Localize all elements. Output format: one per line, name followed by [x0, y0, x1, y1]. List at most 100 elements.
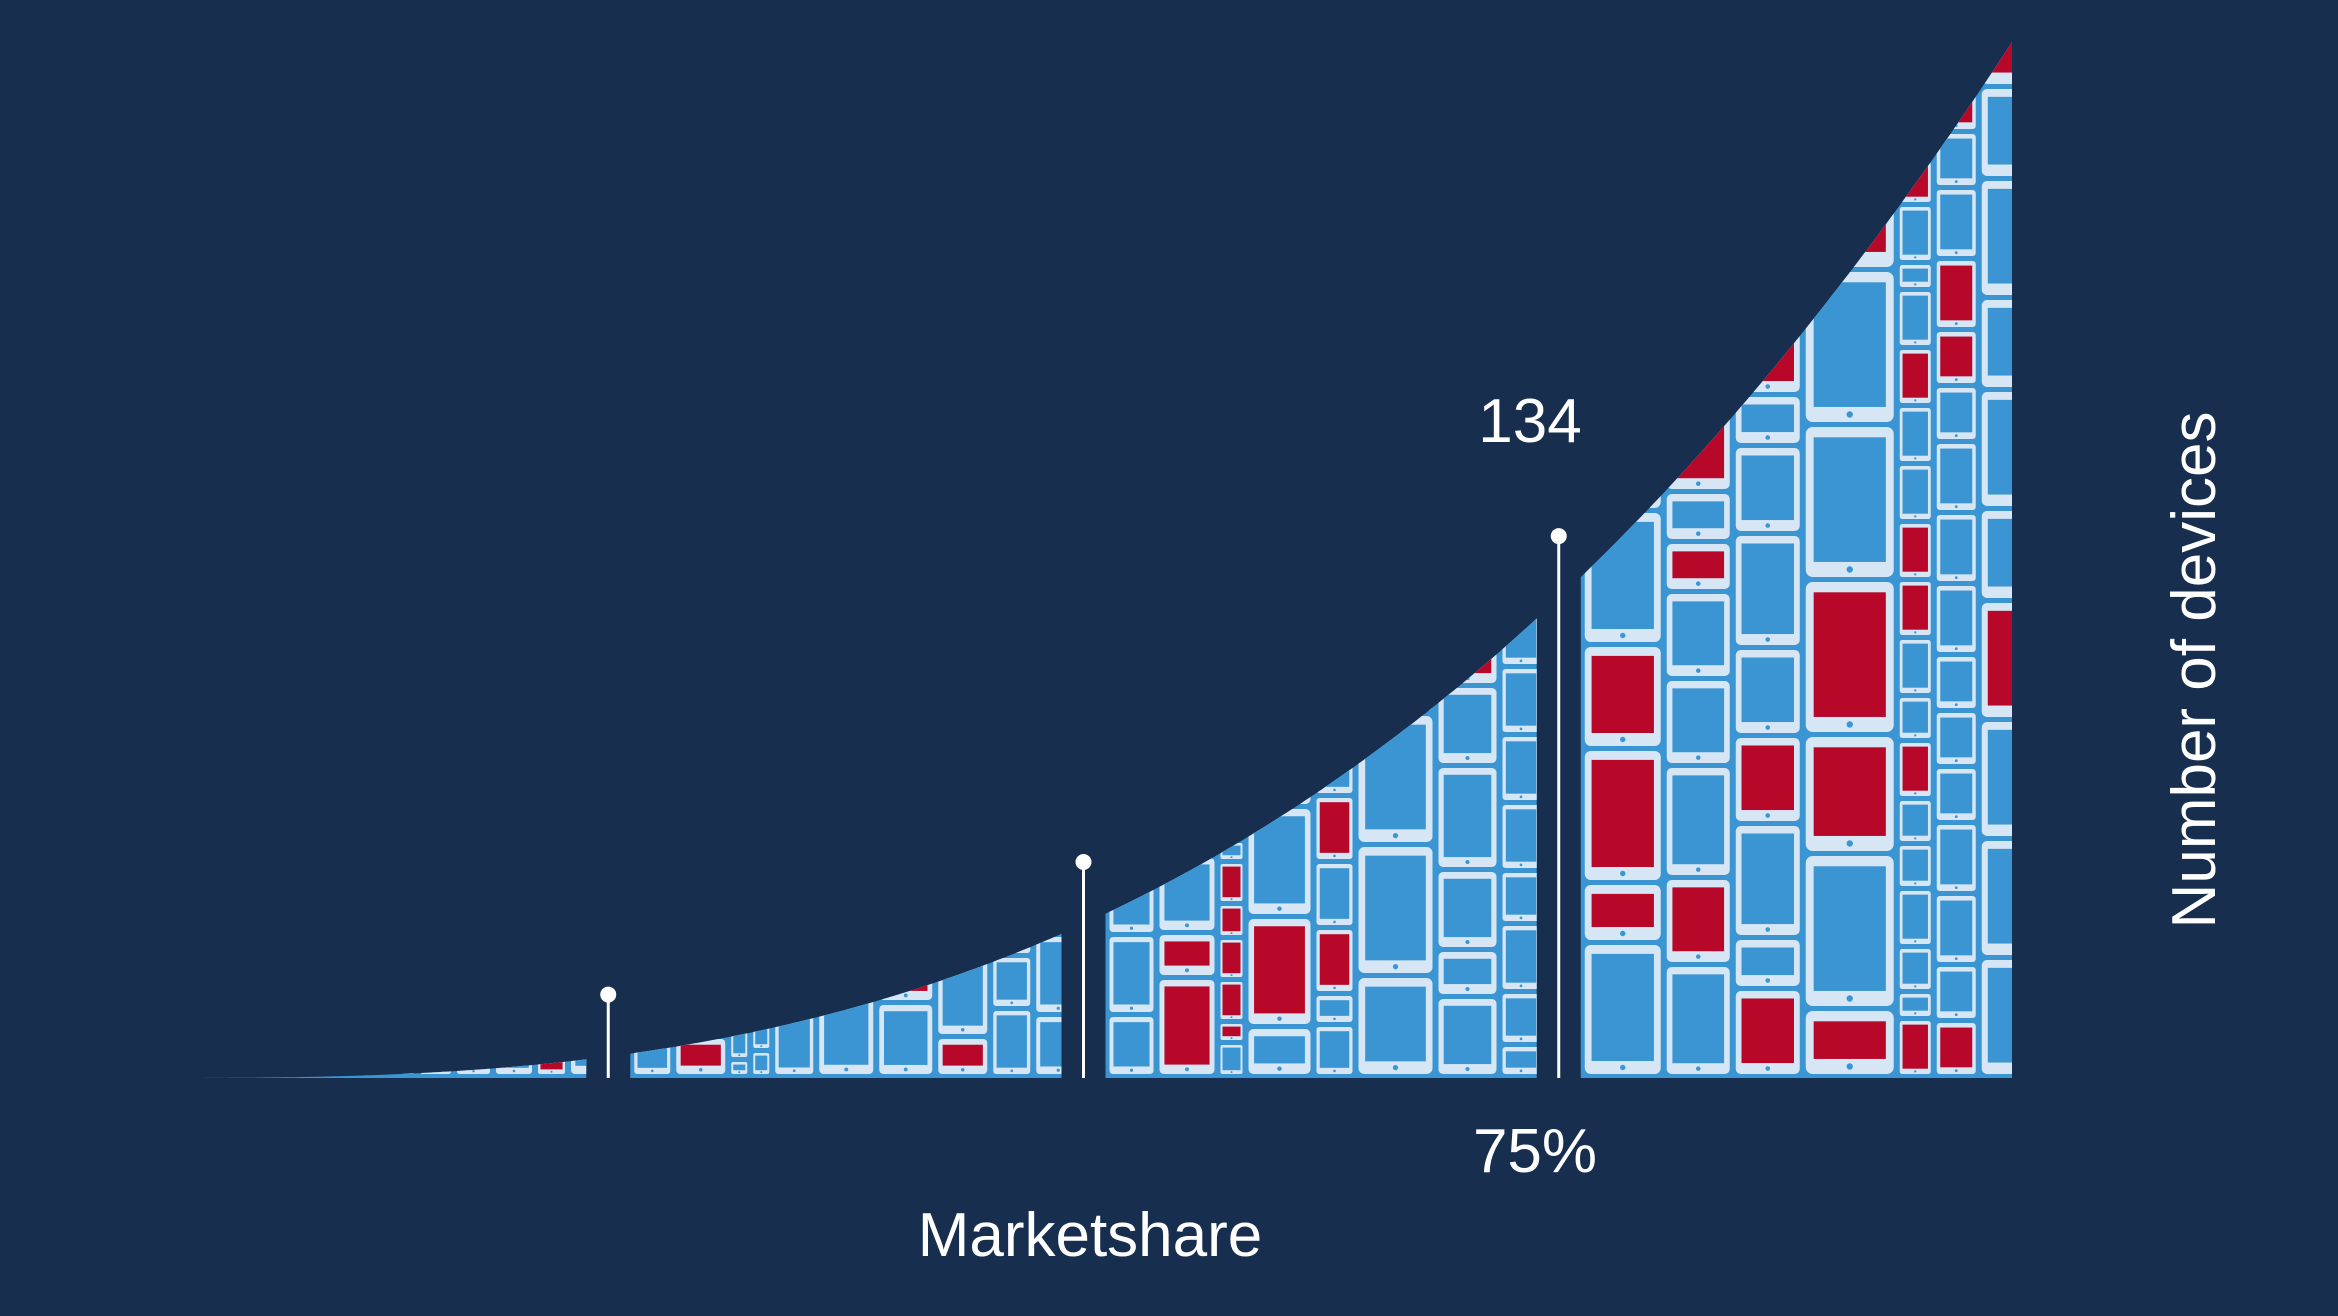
tablet-icon — [819, 938, 874, 977]
phone-icon — [420, 1021, 451, 1074]
tablet-icon — [296, 1026, 333, 1074]
phone-icon — [938, 951, 988, 1034]
tablet-icon — [1666, 594, 1730, 676]
phone-icon — [1316, 798, 1353, 859]
tablet-icon — [1584, 885, 1661, 940]
phone-icon — [1316, 864, 1353, 925]
phone-icon — [1036, 937, 1081, 1012]
tablet-icon — [1502, 873, 1540, 921]
tablet-icon — [1899, 698, 1931, 738]
tablet-icon — [457, 983, 490, 1026]
phone-icon — [879, 910, 933, 1000]
phone-icon — [496, 947, 532, 1008]
phone-icon — [270, 1001, 290, 1035]
tablet-icon — [1899, 801, 1931, 841]
phone-icon — [775, 885, 814, 950]
tablet-icon — [993, 873, 1031, 900]
phone-icon — [201, 1021, 232, 1074]
phone-icon — [1899, 466, 1931, 519]
tablet-icon — [1584, 453, 1661, 508]
phone-icon — [373, 998, 387, 1022]
tablet-icon — [1899, 994, 1931, 1016]
phone-icon — [1936, 190, 1976, 256]
tablet-icon — [201, 976, 232, 1016]
tablet-icon — [1220, 822, 1243, 838]
tablet-icon — [879, 1005, 933, 1074]
phone-icon — [1248, 809, 1311, 914]
tablet-icon — [1981, 511, 2012, 598]
tablet-icon — [538, 1015, 565, 1034]
phone-icon — [634, 1013, 671, 1074]
phone-icon — [1316, 680, 1353, 741]
phone-icon — [1981, 722, 2012, 836]
phone-icon — [339, 973, 367, 1021]
phone-icon — [1936, 444, 1976, 510]
tablet-icon — [1316, 996, 1353, 1022]
tablet-icon — [753, 1053, 770, 1074]
tablet-icon — [1502, 994, 1540, 1042]
tablet-icon — [1666, 880, 1730, 962]
phone-icon — [1248, 699, 1311, 804]
phone-icon — [238, 991, 264, 1035]
tablet-icon — [1735, 991, 1800, 1074]
tablet-icon — [1936, 78, 1976, 129]
phone-icon — [339, 1026, 367, 1074]
area-fill — [155, 42, 2012, 1078]
phone-icon — [1220, 940, 1243, 977]
tablet-icon — [1899, 265, 1931, 287]
tablet-icon — [1036, 1017, 1081, 1074]
tablet-icon — [1438, 608, 1497, 683]
phone-icon — [1899, 77, 1931, 130]
tablet-icon — [1438, 952, 1497, 994]
phone-icon — [1316, 930, 1353, 991]
tablet-icon — [1899, 949, 1931, 989]
phone-icon — [1502, 669, 1540, 732]
phone-icon — [1220, 982, 1243, 1019]
tablet-icon — [1805, 1011, 1894, 1074]
tablet-icon — [1735, 940, 1800, 986]
tablet-icon — [938, 911, 988, 946]
phone-icon — [1109, 937, 1154, 1012]
phone-icon — [1109, 777, 1154, 852]
x-axis-label: Marketshare — [918, 1201, 1263, 1270]
phone-icon — [1936, 896, 1976, 962]
phone-icon — [1981, 603, 2012, 717]
phone-icon — [1899, 292, 1931, 345]
phone-icon — [1899, 524, 1931, 577]
phone-icon — [819, 982, 874, 1074]
tablet-icon — [1936, 967, 1976, 1018]
annotation-x-label: 75% — [1473, 1117, 1597, 1186]
tablet-icon — [775, 955, 814, 1004]
tablet-icon — [993, 905, 1031, 953]
phone-icon — [993, 1011, 1031, 1074]
tablet-icon — [1502, 569, 1540, 596]
phone-icon — [1981, 960, 2012, 1074]
tablet-icon — [1584, 647, 1661, 746]
tablet-icon — [1220, 1045, 1243, 1074]
phone-icon — [731, 966, 748, 993]
phone-icon — [1805, 856, 1894, 1006]
phone-icon — [1981, 42, 2012, 84]
phone-icon — [1584, 751, 1661, 880]
tablet-icon — [1981, 300, 2012, 387]
phone-icon — [1666, 768, 1730, 875]
phone-icon — [1735, 536, 1800, 645]
phone-icon — [731, 998, 748, 1025]
phone-icon — [1159, 980, 1215, 1074]
phone-icon — [270, 1040, 290, 1074]
tablet-icon — [1666, 494, 1730, 539]
tablet-icon — [1248, 1029, 1311, 1074]
phone-icon — [676, 951, 726, 1034]
tablet-icon — [159, 1041, 173, 1059]
phone-icon — [393, 997, 414, 1033]
tablet-icon — [676, 1039, 726, 1074]
phone-icon — [496, 1013, 532, 1074]
phone-icon — [1899, 891, 1931, 944]
tablet-icon — [1936, 657, 1976, 708]
phone-icon — [753, 1021, 770, 1048]
tablet-icon — [1438, 872, 1497, 947]
tablet-icon — [1805, 737, 1894, 851]
annotation-value-label: 134 — [1478, 387, 1581, 456]
phone-icon — [1502, 805, 1540, 868]
